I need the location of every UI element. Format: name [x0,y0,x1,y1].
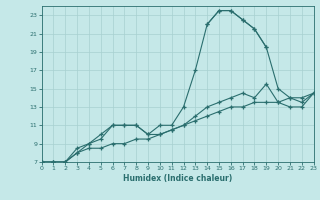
X-axis label: Humidex (Indice chaleur): Humidex (Indice chaleur) [123,174,232,183]
